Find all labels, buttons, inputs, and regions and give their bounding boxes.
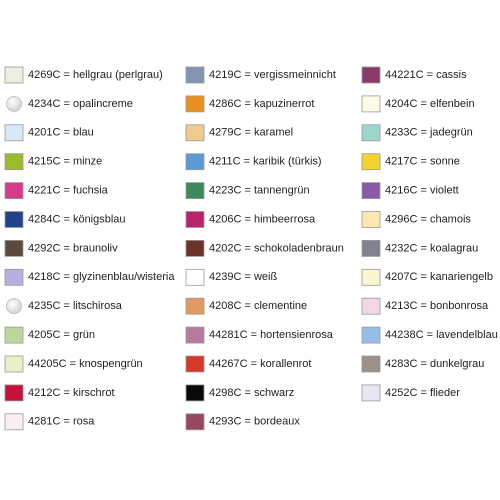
swatch — [361, 297, 381, 315]
swatch-label: 4213C = bonbonrosa — [385, 300, 489, 312]
swatch-label: 4207C = kanariengelb — [385, 271, 493, 283]
swatch-label: 4292C = braunoliv — [28, 242, 118, 254]
swatch-label: 4252C = flieder — [385, 387, 460, 399]
swatch — [4, 268, 24, 286]
swatch — [361, 326, 381, 344]
swatch — [185, 413, 205, 431]
swatch — [361, 355, 381, 373]
swatch-label: 4204C = elfenbein — [385, 98, 475, 110]
swatch — [4, 182, 24, 200]
swatch — [185, 182, 205, 200]
swatch-label: 4212C = kirschrot — [28, 387, 115, 399]
swatch-label: 4223C = tannengrün — [209, 185, 310, 197]
swatch — [361, 153, 381, 171]
swatch-label: 44221C = cassis — [385, 69, 467, 81]
swatch-label: 4217C = sonne — [385, 156, 460, 168]
swatch-label: 4233C = jadegrün — [385, 127, 473, 139]
swatch — [4, 355, 24, 373]
swatch-label: 4235C = litschirosa — [28, 300, 123, 312]
swatch-label: 4293C = bordeaux — [209, 416, 300, 428]
swatch-label: 4298C = schwarz — [209, 387, 294, 399]
swatch — [361, 384, 381, 402]
swatch-label: 4269C = hellgrau (perlgrau) — [28, 69, 163, 81]
swatch — [361, 268, 381, 286]
swatch-label: 4286C = kapuzinerrot — [209, 98, 314, 110]
swatch-label: 4221C = fuchsia — [28, 185, 109, 197]
swatch — [4, 153, 24, 171]
swatch-label: 4202C = schokoladenbraun — [209, 242, 344, 254]
swatch — [4, 326, 24, 344]
swatch — [361, 66, 381, 84]
swatch — [361, 182, 381, 200]
swatch — [185, 153, 205, 171]
swatch-label: 4218C = glyzinenblau/wisteria — [28, 271, 175, 283]
swatch-label: 4215C = minze — [28, 156, 102, 168]
swatch — [185, 326, 205, 344]
swatch-label: 4211C = karibik (türkis) — [209, 156, 322, 168]
swatch-label: 4206C = himbeerrosa — [209, 213, 316, 225]
swatch-label: 4281C = rosa — [28, 416, 95, 428]
swatch — [361, 211, 381, 228]
swatch-label: 4284C = königsblau — [28, 213, 126, 225]
swatch-label: 44267C = korallenrot — [209, 358, 311, 370]
swatch — [4, 413, 24, 431]
swatch — [361, 124, 381, 142]
swatch-label: 4219C = vergissmeinnicht — [209, 69, 336, 81]
swatch — [185, 239, 205, 257]
swatch — [4, 66, 24, 84]
swatch — [185, 355, 205, 373]
swatch — [185, 268, 205, 286]
swatch-label: 4296C = chamois — [385, 213, 471, 225]
swatch-label: 44281C = hortensienrosa — [209, 329, 334, 341]
swatch — [185, 66, 205, 84]
swatch-label: 44205C = knospengrün — [28, 358, 143, 370]
swatch — [4, 124, 24, 142]
swatch — [185, 95, 205, 113]
swatch — [185, 211, 205, 228]
swatch-label: 4234C = opalincreme — [28, 98, 133, 110]
swatch — [4, 384, 24, 402]
swatch — [185, 297, 205, 315]
swatch — [361, 239, 381, 257]
swatch-label: 4239C = weiß — [209, 271, 277, 283]
swatch-label: 4279C = karamel — [209, 127, 293, 139]
swatch-label: 4216C = violett — [385, 185, 459, 197]
swatch-label: 4201C = blau — [28, 127, 94, 139]
swatch-label: 4208C = clementine — [209, 300, 307, 312]
swatch — [4, 239, 24, 257]
swatch-label: 4283C = dunkelgrau — [385, 358, 484, 370]
swatch-label: 4205C = grün — [28, 329, 95, 341]
swatch-pearl — [6, 298, 22, 315]
swatch — [4, 211, 24, 228]
swatch-label: 4232C = koalagrau — [385, 242, 478, 254]
swatch-pearl — [6, 96, 22, 112]
swatch-label: 44238C = lavendelblau — [385, 329, 498, 341]
swatch — [185, 384, 205, 402]
swatch — [361, 95, 381, 113]
swatch — [185, 124, 205, 142]
